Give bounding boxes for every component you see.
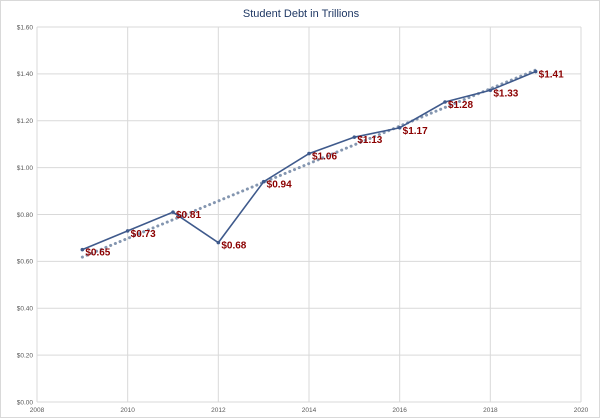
x-axis-ticks: 2008 2010 2012 2014 2016 2018 2020 <box>30 407 589 414</box>
data-point <box>216 240 221 245</box>
y-tick-label: $1.20 <box>17 118 34 125</box>
x-tick-label: 2008 <box>30 407 45 414</box>
y-tick-label: $0.40 <box>17 306 34 313</box>
data-label: $1.17 <box>403 126 428 137</box>
trendline <box>80 68 538 259</box>
trendline-path <box>80 68 538 259</box>
data-label: $0.68 <box>221 241 246 252</box>
data-point <box>352 135 357 139</box>
x-tick-label: 2018 <box>483 407 498 414</box>
data-label: $1.13 <box>357 135 382 146</box>
data-point <box>533 69 538 74</box>
y-tick-label: $0.80 <box>17 212 34 219</box>
data-label: $1.28 <box>448 100 473 111</box>
y-tick-label: $1.60 <box>17 24 34 31</box>
data-labels: $0.65 $0.73 $0.81 $0.68 $0.94 $1.06 $1.13 $1.17… <box>80 69 564 259</box>
data-point <box>125 229 130 233</box>
y-tick-label: $0.00 <box>17 399 34 406</box>
data-point <box>307 151 311 156</box>
data-point <box>488 88 493 93</box>
x-tick-label: 2014 <box>302 407 317 414</box>
y-tick-label: $1.40 <box>17 71 34 78</box>
data-label: $0.81 <box>176 210 201 221</box>
y-tick-label: $0.60 <box>17 259 34 266</box>
data-label: $1.33 <box>493 88 518 99</box>
data-label: $0.73 <box>131 229 156 240</box>
data-label: $1.06 <box>312 152 337 163</box>
data-label: $1.41 <box>539 70 564 81</box>
x-tick-label: 2012 <box>211 407 226 414</box>
y-tick-label: $0.20 <box>17 352 34 359</box>
y-axis-ticks: $0.00 $0.20 $0.40 $0.60 $0.80 $1.00 $1.20 $1.40… <box>17 24 34 406</box>
chart-title: Student Debt in Trillions <box>243 8 360 20</box>
data-label: $0.94 <box>267 180 292 191</box>
data-point <box>261 179 266 184</box>
gridlines <box>36 26 582 403</box>
data-point <box>397 125 402 130</box>
data-point <box>80 247 85 252</box>
x-tick-label: 2020 <box>574 407 589 414</box>
data-point <box>443 100 447 104</box>
y-tick-label: $1.00 <box>17 165 34 172</box>
data-label: $0.65 <box>85 248 110 259</box>
x-tick-label: 2016 <box>392 407 407 414</box>
data-point <box>171 210 175 214</box>
x-tick-label: 2010 <box>120 407 135 414</box>
